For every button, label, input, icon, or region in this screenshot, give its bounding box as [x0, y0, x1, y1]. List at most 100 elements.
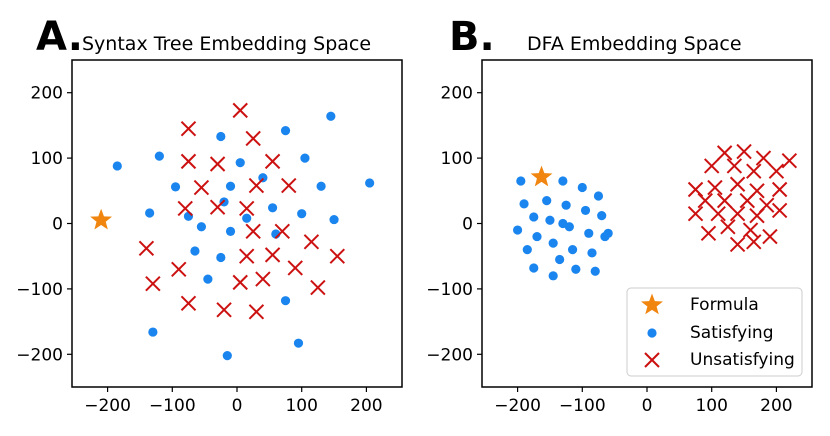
satisfying-point — [522, 245, 532, 255]
satisfying-point — [293, 338, 304, 348]
y-tick-label: −100 — [16, 280, 63, 300]
unsatisfying-point — [768, 163, 785, 179]
unsatisfying-point — [216, 302, 232, 318]
unsatisfying-point — [238, 200, 255, 217]
satisfying-point — [216, 131, 226, 142]
unsatisfying-point — [739, 192, 756, 209]
unsatisfying-point — [248, 304, 265, 320]
satisfying-point — [329, 214, 339, 225]
unsatisfying-point — [762, 228, 778, 245]
y-tick-label: 100 — [441, 149, 473, 169]
satisfying-point — [571, 264, 581, 274]
x-tick-label: 200 — [350, 396, 382, 416]
satisfying-point — [577, 182, 587, 193]
unsatisfying-point — [255, 271, 271, 287]
y-tick-label: −200 — [16, 345, 63, 365]
legend-label-unsatisfying: Unsatisfying — [690, 350, 795, 370]
unsatisfying-point — [281, 177, 297, 194]
panel-b-ticks: −200 −100 0 100 200 −200 −100 0 100 200 — [426, 84, 792, 416]
y-tick-label: 200 — [31, 84, 63, 104]
panel-b-plot-frame — [481, 59, 813, 388]
satisfying-point — [519, 199, 529, 209]
satisfying-point — [584, 228, 594, 238]
satisfying-point — [148, 327, 158, 337]
legend: Formula Satisfying Unsatisfying — [626, 287, 803, 377]
panel-b-title: DFA Embedding Space — [527, 33, 742, 55]
x-tick-label: 0 — [232, 396, 243, 416]
satisfying-point — [267, 203, 278, 213]
unsatisfying-point — [729, 176, 746, 192]
panel-a: A. Syntax Tree Embedding Space −200 −100 0… — [16, 14, 403, 416]
legend-label-satisfying: Satisfying — [690, 323, 774, 343]
unsatisfying-point — [716, 145, 733, 161]
unsatisfying-point — [232, 274, 248, 291]
satisfying-point — [154, 151, 164, 161]
satisfying-point — [365, 178, 375, 188]
unsatisfying-point — [138, 240, 155, 257]
y-tick-label: −100 — [426, 280, 473, 300]
satisfying-point — [170, 182, 181, 192]
satisfying-point — [297, 209, 307, 219]
unsatisfying-point — [707, 179, 723, 196]
unsatisfying-point — [729, 236, 746, 253]
unsatisfying-point — [245, 130, 261, 147]
satisfying-point — [280, 126, 291, 136]
satisfying-point — [529, 263, 539, 273]
satisfying-point — [280, 296, 291, 306]
satisfying-point — [548, 238, 558, 248]
y-tick-label: 0 — [52, 215, 63, 235]
legend-label-formula: Formula — [690, 295, 759, 315]
x-tick-label: −200 — [84, 396, 131, 416]
unsatisfying-point — [248, 177, 265, 194]
satisfying-point — [532, 231, 542, 242]
satisfying-point — [561, 200, 571, 210]
unsatisfying-point — [703, 158, 720, 174]
legend-symbol-unsatisfying — [644, 352, 660, 368]
y-tick-label: −200 — [426, 345, 473, 365]
x-tick-label: 100 — [695, 396, 727, 416]
panel-a-title: Syntax Tree Embedding Space — [82, 33, 371, 55]
legend-unsatisfying-point — [644, 352, 660, 368]
unsatisfying-point — [245, 223, 261, 240]
unsatisfying-point — [771, 202, 788, 219]
satisfying-point — [225, 226, 236, 236]
satisfying-point — [112, 161, 122, 171]
unsatisfying-point — [180, 120, 197, 137]
satisfying-point — [597, 211, 607, 221]
unsatisfying-point — [329, 248, 346, 264]
satisfying-point — [558, 176, 568, 186]
satisfying-point — [326, 111, 336, 121]
x-tick-label: −200 — [494, 396, 541, 416]
x-tick-label: 0 — [642, 396, 653, 416]
unsatisfying-point — [700, 225, 717, 242]
unsatisfying-point — [264, 247, 281, 263]
unsatisfying-point — [287, 260, 303, 276]
unsatisfying-point — [264, 153, 281, 170]
satisfying-point — [203, 274, 213, 284]
satisfying-point — [196, 222, 207, 232]
unsatisfying-point — [177, 200, 193, 217]
satisfying-point — [225, 181, 236, 191]
satisfying-point — [567, 245, 578, 255]
satisfying-point — [587, 248, 597, 258]
satisfying-point — [216, 252, 226, 263]
satisfying-point — [516, 176, 526, 186]
legend-symbol-formula — [641, 293, 663, 315]
unsatisfying-point — [232, 102, 248, 119]
panel-a-ticks: −200 −100 0 100 200 −200 −100 0 100 200 — [16, 84, 382, 416]
satisfying-point — [145, 208, 155, 218]
satisfying-point — [529, 212, 539, 222]
satisfying-point — [190, 246, 200, 256]
satisfying-point — [545, 215, 555, 225]
unsatisfying-point — [746, 163, 762, 179]
unsatisfying-point — [697, 192, 713, 209]
satisfying-point — [555, 254, 565, 265]
unsatisfying-point — [180, 153, 197, 170]
unsatisfying-point — [755, 150, 772, 166]
unsatisfying-point — [749, 207, 765, 224]
panel-a-marks — [90, 102, 375, 361]
unsatisfying-point — [726, 158, 743, 174]
formula-star-point — [90, 208, 113, 230]
panel-a-letter: A. — [36, 14, 83, 60]
unsatisfying-point — [716, 192, 733, 209]
